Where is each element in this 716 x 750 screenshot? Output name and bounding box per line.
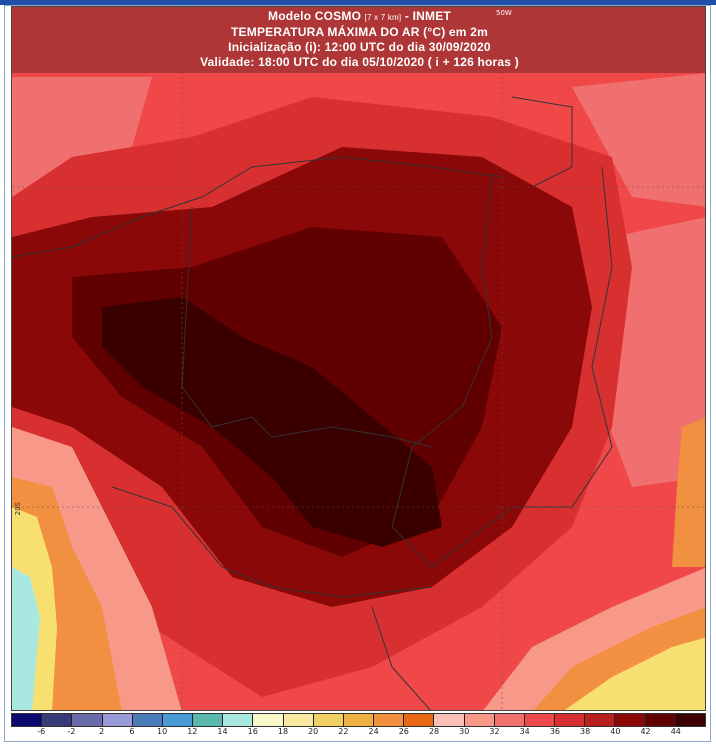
legend-swatch — [524, 714, 556, 726]
legend-tick-label: 6 — [129, 727, 135, 736]
title-line-init: Inicialização (i): 12:00 UTC do dia 30/0… — [228, 40, 491, 54]
legend-tick-label: 30 — [459, 727, 470, 736]
lon-label-50w: 50W — [496, 9, 512, 17]
legend-tick-label: 16 — [247, 727, 258, 736]
legend-swatch — [374, 714, 405, 726]
model-name: Modelo COSMO — [268, 9, 362, 23]
legend-tick-label: 28 — [428, 727, 440, 736]
legend-tick-label: 36 — [549, 727, 560, 736]
legend-tick-label: 14 — [217, 727, 228, 736]
map-canvas — [12, 7, 705, 710]
legend-swatch — [223, 714, 254, 726]
legend-swatch — [253, 714, 284, 726]
legend-tick-label: 2 — [99, 727, 105, 736]
legend-tick-label: -2 — [67, 727, 76, 736]
border-line-mid — [251, 416, 433, 448]
legend-tick-label: 24 — [368, 727, 379, 736]
cold-region-sw — [12, 567, 40, 710]
legend-swatch — [313, 714, 344, 726]
lat-label-20s: 20S — [14, 502, 22, 516]
border-line-south — [111, 486, 433, 598]
legend-swatch — [585, 714, 616, 726]
color-legend — [11, 713, 706, 727]
legend-swatch — [193, 714, 224, 726]
legend-swatch — [555, 714, 586, 726]
legend-tick-label: 34 — [519, 727, 530, 736]
legend-tick-label: 26 — [398, 727, 409, 736]
pink-patch-ne — [572, 73, 705, 207]
legend-tick-label: 38 — [580, 727, 591, 736]
orange-patch-east — [672, 417, 705, 567]
yellow-region-se — [564, 637, 705, 710]
legend-swatch — [464, 714, 495, 726]
legend-tick-label: -6 — [37, 727, 46, 736]
temperature-map: Modelo COSMO [7 x 7 km] - INMET TEMPERAT… — [11, 6, 706, 711]
legend-tick-label: 18 — [277, 727, 289, 736]
legend-tick-label: 20 — [308, 727, 319, 736]
legend-swatch — [645, 714, 676, 726]
legend-tick-label: 42 — [640, 727, 651, 736]
legend-swatch — [72, 714, 103, 726]
legend-swatch — [343, 714, 375, 726]
border-line-ne — [511, 96, 573, 188]
legend-tick-label: 10 — [156, 727, 168, 736]
legend-swatch — [42, 714, 73, 726]
legend-tick-label: 22 — [338, 727, 349, 736]
model-resolution: [7 x 7 km] — [364, 13, 402, 22]
legend-tick-label: 40 — [610, 727, 621, 736]
title-line-model: Modelo COSMO [7 x 7 km] - INMET — [12, 9, 705, 25]
title-line-valid: Validade: 18:00 UTC do dia 05/10/2020 ( … — [200, 55, 519, 69]
model-org: - INMET — [404, 9, 451, 23]
legend-swatch — [675, 714, 705, 726]
legend-swatch — [132, 714, 163, 726]
legend-swatch — [615, 714, 646, 726]
border-line-north — [12, 156, 503, 258]
graticule — [12, 7, 705, 710]
legend-swatch — [162, 714, 194, 726]
legend-ticks: -6 -2 2 6 10 12 14 16 18 20 22 24 26 28 30 32 34 36 38 40 42… — [11, 727, 706, 739]
border-line-sw-river — [371, 606, 431, 710]
legend-swatch — [404, 714, 435, 726]
legend-swatch — [434, 714, 465, 726]
legend-swatch — [283, 714, 314, 726]
legend-swatch — [494, 714, 525, 726]
legend-tick-label: 12 — [187, 727, 198, 736]
map-title-block: Modelo COSMO [7 x 7 km] - INMET TEMPERAT… — [12, 7, 705, 73]
legend-swatch — [102, 714, 133, 726]
border-line-center — [391, 176, 493, 568]
darkest-core — [102, 297, 442, 547]
top-accent-bar — [0, 0, 716, 5]
legend-tick-label: 44 — [670, 727, 681, 736]
title-line-variable: TEMPERATURA MÁXIMA DO AR (°C) em 2m — [231, 25, 488, 39]
legend-swatch — [12, 714, 43, 726]
legend-tick-label: 32 — [489, 727, 500, 736]
